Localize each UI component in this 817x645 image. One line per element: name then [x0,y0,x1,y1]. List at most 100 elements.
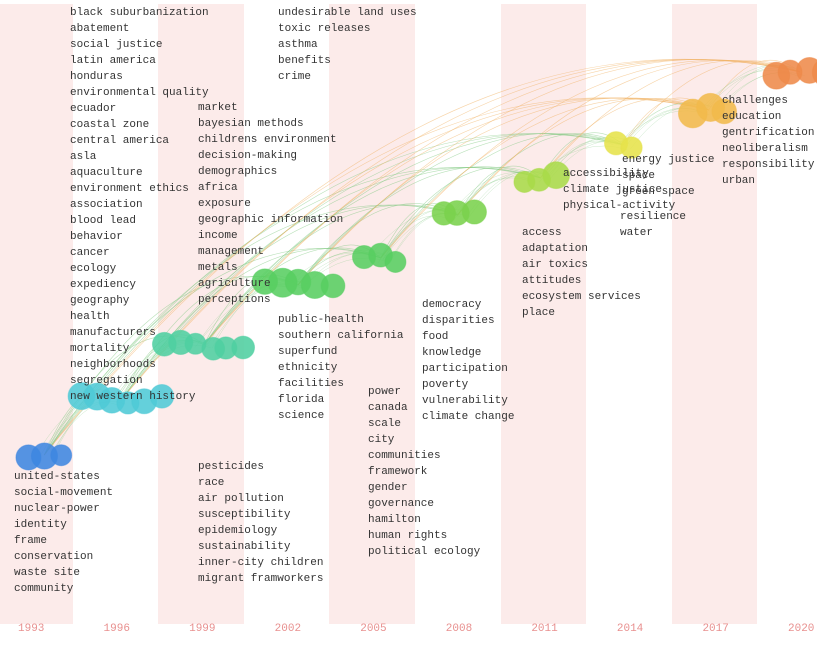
term-label: toxic releases [278,24,370,35]
cluster-node [462,200,486,224]
term-label: metals [198,263,238,274]
term-label: undesirable land uses [278,8,417,19]
term-label: agriculture [198,279,271,290]
term-label: sustainability [198,542,290,553]
term-label: human rights [368,531,447,542]
term-label: governance [368,499,434,510]
term-label: segregation [70,376,143,387]
term-label: decision-making [198,151,297,162]
term-label: crime [278,72,311,83]
term-label: black suburbanization [70,8,209,19]
term-label: behavior [70,232,123,243]
axis-year-label: 2020 [788,623,814,635]
term-label: adaptation [522,244,588,255]
term-label: ecosystem services [522,292,641,303]
axis-year-label: 2002 [275,623,301,635]
term-label: coastal zone [70,120,149,131]
term-label: honduras [70,72,123,83]
timeline-diagram: united-states social-movement nuclear-powe… [0,0,817,645]
term-label: inner-city children [198,558,323,569]
term-label: blood lead [70,216,136,227]
term-label: management [198,247,264,258]
term-label: poverty [422,380,468,391]
term-label: attitudes [522,276,581,287]
term-label: migrant framworkers [198,574,323,585]
term-label: place [522,308,555,319]
term-label: social justice [70,40,162,51]
term-label: mortality [70,344,129,355]
term-label: demographics [198,167,277,178]
term-label: scale [368,419,401,430]
axis-year-label: 2011 [531,623,557,635]
term-label: identity [14,520,67,531]
term-label: urban [722,176,755,187]
term-label: central america [70,136,169,147]
term-label: waste site [14,568,80,579]
axis-year-label: 2017 [702,623,728,635]
term-label: health [70,312,110,323]
axis-year-label: 1999 [189,623,215,635]
term-label: resilience [620,212,686,223]
cluster-node [385,251,406,272]
term-label: bayesian methods [198,119,304,130]
term-label: nuclear-power [14,504,100,515]
term-label: benefits [278,56,331,67]
term-label: science [278,411,324,422]
axis-year-label: 2014 [617,623,643,635]
term-label: association [70,200,143,211]
term-label: southern california [278,331,403,342]
term-label: vulnerability [422,396,508,407]
term-label: race [198,478,224,489]
term-label: neighborhoods [70,360,156,371]
term-label: space [622,171,655,182]
term-label: neoliberalism [722,144,808,155]
term-label: social-movement [14,488,113,499]
term-label: green space [622,187,695,198]
term-label: ethnicity [278,363,337,374]
term-label: epidemiology [198,526,277,537]
term-label: food [422,332,448,343]
term-label: market [198,103,238,114]
term-label: manufacturers [70,328,156,339]
term-label: communities [368,451,441,462]
term-label: canada [368,403,408,414]
term-label: pesticides [198,462,264,473]
term-label: participation [422,364,508,375]
axis-year-label: 1996 [104,623,130,635]
term-label: facilities [278,379,344,390]
term-label: asla [70,152,96,163]
term-label: asthma [278,40,318,51]
term-label: childrens environment [198,135,337,146]
term-label: education [722,112,781,123]
term-label: framework [368,467,427,478]
axis-year-label: 2008 [446,623,472,635]
term-label: gentrification [722,128,814,139]
term-label: cancer [70,248,110,259]
cluster-node [51,445,72,466]
term-label: africa [198,183,238,194]
term-label: susceptibility [198,510,290,521]
term-label: challenges [722,96,788,107]
term-label: ecuador [70,104,116,115]
term-label: political ecology [368,547,480,558]
term-label: united-states [14,472,100,483]
term-label: energy justice [622,155,714,166]
axis-year-label: 2005 [360,623,386,635]
term-label: aquaculture [70,168,143,179]
term-label: gender [368,483,408,494]
term-label: new western history [70,392,195,403]
term-label: public-health [278,315,364,326]
term-label: responsibility [722,160,814,171]
term-label: frame [14,536,47,547]
term-label: environmental quality [70,88,209,99]
term-label: conservation [14,552,93,563]
term-label: democracy [422,300,481,311]
term-label: ecology [70,264,116,275]
term-label: geographic information [198,215,343,226]
term-label: city [368,435,394,446]
term-label: hamilton [368,515,421,526]
term-label: expediency [70,280,136,291]
term-label: water [620,228,653,239]
term-label: perceptions [198,295,271,306]
term-label: air toxics [522,260,588,271]
